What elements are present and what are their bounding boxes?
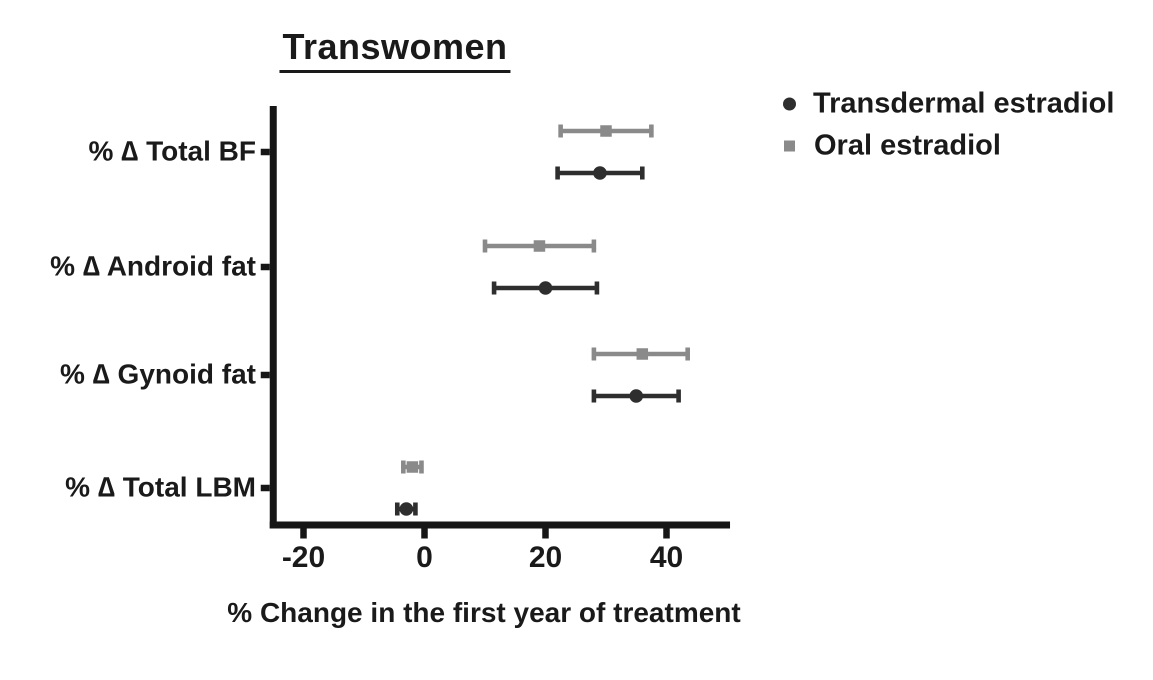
y-tick-mark (260, 263, 270, 271)
x-tick-mark (300, 528, 307, 539)
y-tick-mark (260, 371, 270, 379)
y-axis-line (269, 106, 277, 529)
category-label: % ∆ Total LBM (65, 471, 256, 503)
x-tick-label: 20 (528, 541, 563, 574)
chart-title: Transwomen (279, 26, 511, 73)
y-tick-mark (260, 484, 270, 492)
data-point-square (600, 125, 612, 137)
legend-item-oral: Oral estradiol (783, 130, 1001, 163)
data-point-circle (593, 166, 607, 180)
data-point-square (636, 348, 649, 360)
legend-item-transdermal: Transdermal estradiol (783, 88, 1114, 121)
category-label: % ∆ Gynoid fat (59, 358, 256, 390)
x-tick-mark (542, 528, 549, 539)
circle-marker-icon (783, 97, 796, 111)
square-marker-icon (784, 140, 795, 152)
y-tick-mark (260, 148, 270, 156)
data-point-circle (399, 502, 414, 516)
x-tick-label: 40 (649, 541, 684, 574)
x-axis-line (269, 521, 731, 529)
data-point-square (406, 461, 419, 473)
legend-label-transdermal: Transdermal estradiol (813, 87, 1115, 120)
x-tick-mark (663, 528, 670, 539)
x-tick-label: -20 (281, 541, 326, 574)
category-label: % ∆ Android fat (50, 250, 256, 282)
legend-label-oral: Oral estradiol (814, 129, 1001, 162)
x-tick-label: 0 (416, 541, 433, 574)
x-tick-mark (421, 528, 428, 539)
data-point-circle (538, 281, 553, 295)
data-point-square (533, 240, 546, 252)
x-axis-title: % Change in the first year of treatment (227, 597, 741, 628)
category-label: % ∆ Total BF (88, 135, 257, 167)
data-point-circle (629, 389, 644, 403)
